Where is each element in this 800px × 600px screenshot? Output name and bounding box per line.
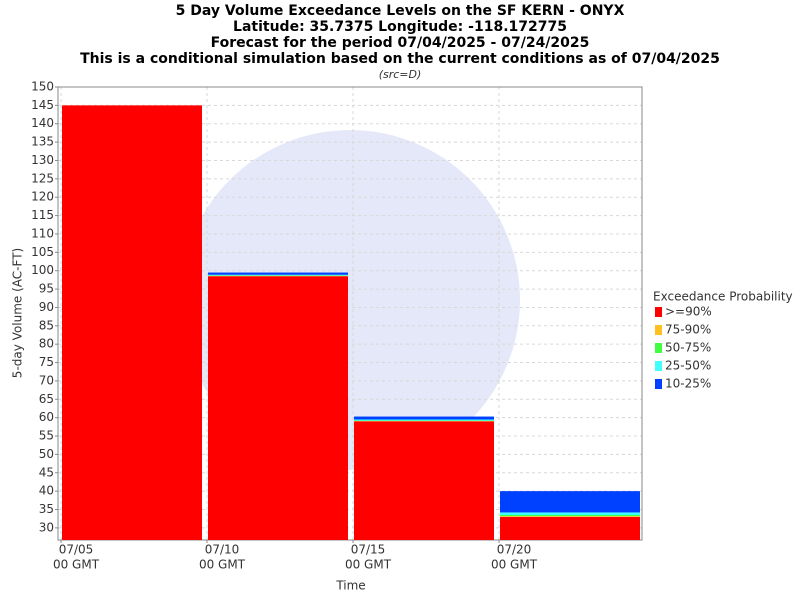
legend-label: 75-90%: [665, 323, 711, 337]
legend-label: 25-50%: [665, 359, 711, 373]
bar-segment: [62, 105, 202, 541]
y-tick-label: 90: [39, 300, 54, 314]
x-axis-label: Time: [335, 579, 365, 593]
y-tick-label: 70: [39, 373, 54, 387]
legend-swatch: [655, 307, 662, 317]
y-tick-label: 65: [39, 392, 54, 406]
y-tick-label: 125: [31, 171, 54, 185]
y-tick-label: 40: [39, 484, 54, 498]
y-tick-label: 110: [31, 226, 54, 240]
y-tick-label: 75: [39, 355, 54, 369]
y-tick-label: 105: [31, 245, 54, 259]
y-tick-label: 45: [39, 465, 54, 479]
y-tick-label: 85: [39, 318, 54, 332]
title-line: This is a conditional simulation based o…: [80, 51, 720, 67]
y-tick-label: 35: [39, 502, 54, 516]
legend-swatch: [655, 343, 662, 353]
y-tick-label: 55: [39, 429, 54, 443]
y-tick-label: 95: [39, 282, 54, 296]
y-tick-label: 115: [31, 208, 54, 222]
bar-segment: [354, 416, 494, 420]
bar-segment: [500, 515, 640, 517]
y-tick-label: 50: [39, 447, 54, 461]
x-tick-sublabel: 00 GMT: [345, 558, 392, 572]
y-tick-label: 30: [39, 520, 54, 534]
y-tick-label: 120: [31, 190, 54, 204]
legend-title: Exceedance Probability: [653, 290, 793, 304]
y-tick-label: 150: [31, 80, 54, 94]
bar-segment: [208, 276, 348, 540]
bar-segment: [208, 274, 348, 276]
title-line: Latitude: 35.7375 Longitude: -118.172775: [233, 19, 567, 35]
x-tick-label: 07/05: [59, 543, 94, 557]
bar-segment: [354, 419, 494, 421]
y-tick-label: 80: [39, 337, 54, 351]
legend-swatch: [655, 361, 662, 371]
y-tick-label: 140: [31, 116, 54, 130]
y-tick-label: 60: [39, 410, 54, 424]
bar-segment: [500, 516, 640, 517]
y-tick-label: 130: [31, 153, 54, 167]
bar-segment: [500, 516, 640, 540]
x-tick-sublabel: 00 GMT: [491, 558, 538, 572]
legend-swatch: [655, 379, 662, 389]
legend-swatch: [655, 325, 662, 335]
x-tick-label: 07/20: [497, 543, 532, 557]
bar-segment: [354, 421, 494, 540]
legend-label: >=90%: [665, 305, 712, 319]
x-tick-label: 07/15: [351, 543, 386, 557]
y-axis-label: 5-day Volume (AC-FT): [11, 248, 25, 378]
x-tick-label: 07/10: [205, 543, 240, 557]
y-tick-label: 145: [31, 98, 54, 112]
x-tick-sublabel: 00 GMT: [199, 558, 246, 572]
bar-segment: [500, 491, 640, 513]
legend-label: 50-75%: [665, 341, 711, 355]
y-tick-label: 135: [31, 135, 54, 149]
bar-segment: [500, 512, 640, 516]
plot-frame: [57, 86, 643, 541]
title-line: Forecast for the period 07/04/2025 - 07/…: [211, 35, 590, 51]
subtitle: (src=D): [379, 68, 422, 81]
title-line: 5 Day Volume Exceedance Levels on the SF…: [176, 3, 625, 19]
x-tick-sublabel: 00 GMT: [53, 558, 100, 572]
legend-label: 10-25%: [665, 377, 711, 391]
y-tick-label: 100: [31, 263, 54, 277]
bar-segment: [208, 272, 348, 275]
